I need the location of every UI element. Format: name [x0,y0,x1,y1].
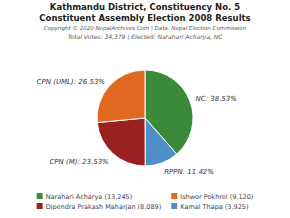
legend-swatch [171,203,177,209]
legend-swatch [37,203,43,209]
data-label: CPN (UML): 26.53% [37,78,106,86]
data-label: RPPN: 11.42% [164,168,214,176]
data-label: NC: 38.53% [196,95,238,103]
annotation: Copyright © 2020 NepalArchives.Com | Dat… [44,25,247,32]
legend-label: Dipendra Prakash Maharjan (8,089) [46,203,162,211]
slice [145,118,177,166]
subtitle: Constituent Assembly Election 2008 Resul… [39,13,250,23]
data-label: CPN (M): 23.53% [49,158,109,166]
legend-label: Ishwor Pokhrel (9,120) [180,193,253,201]
legend-label: Narahari Acharya (13,245) [46,193,133,201]
pie [97,70,193,166]
annotation: Total Votes: 34,379 | Elected: Narahari … [68,33,223,41]
legend-label: Kamal Thapa (3,925) [180,203,248,211]
legend: Narahari Acharya (13,245) Dipendra Prakas… [37,193,254,211]
legend-swatch [171,193,177,199]
legend-swatch [37,193,43,199]
legend-item: Narahari Acharya (13,245) [37,193,133,201]
data-labels: NC: 38.53% RPPN: 11.42% CPN (M): 23.53% CPN… [37,78,238,177]
legend-item: Dipendra Prakash Maharjan (8,089) [37,203,162,211]
title: Kathmandu District, Constituency No. 5 [50,2,240,12]
legend-item: Kamal Thapa (3,925) [171,203,248,211]
legend-item: Ishwor Pokhrel (9,120) [171,193,253,201]
chart: Kathmandu District, Constituency No. 5Co… [0,0,290,218]
